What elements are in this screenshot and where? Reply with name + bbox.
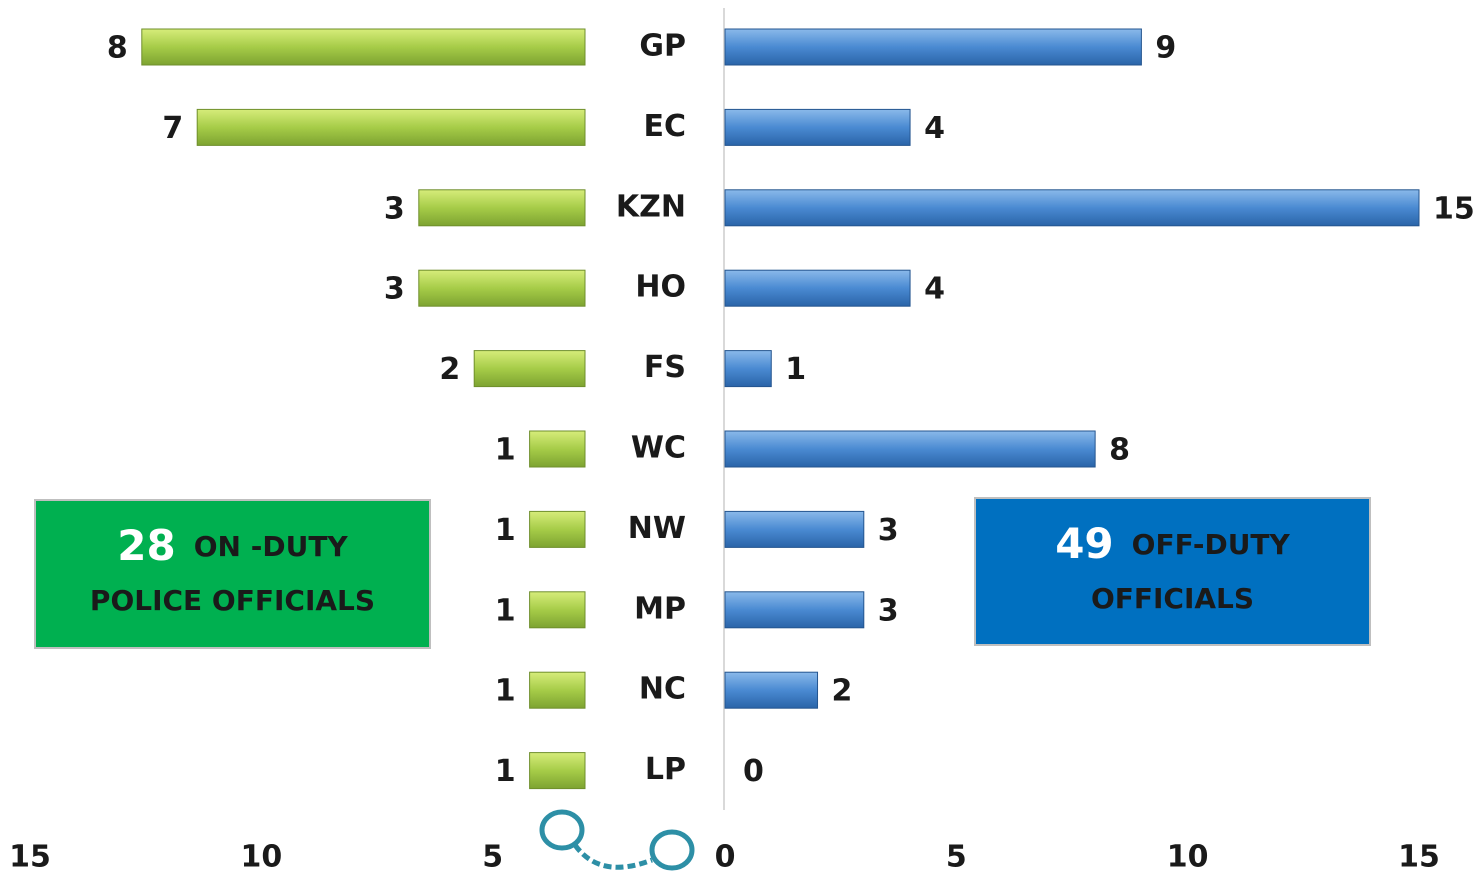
value-label: 9: [1155, 31, 1176, 66]
bar: [724, 671, 819, 709]
legend-box: [34, 499, 431, 649]
bar: [473, 350, 586, 388]
bar: [724, 108, 911, 146]
x-tick-label: 10: [240, 840, 282, 875]
category-label: HO: [635, 270, 686, 305]
bar: [529, 752, 586, 790]
x-tick-label: 15: [1398, 840, 1440, 875]
bar: [418, 189, 586, 227]
legend-label: ON -DUTY: [194, 530, 349, 563]
value-label: 1: [495, 754, 516, 789]
bar: [418, 269, 586, 307]
bar: [724, 28, 1142, 66]
bar: [141, 28, 586, 66]
value-label: 8: [107, 31, 128, 66]
legend-line: POLICE OFFICIALS: [90, 584, 375, 617]
value-label: 15: [1433, 191, 1473, 226]
value-label: 1: [785, 352, 806, 387]
value-label: 8: [1109, 433, 1130, 468]
bar: [529, 671, 586, 709]
category-label: MP: [634, 591, 686, 626]
value-label: 1: [495, 433, 516, 468]
category-label: GP: [639, 29, 686, 64]
category-label: WC: [631, 431, 686, 466]
value-label: 1: [495, 593, 516, 628]
category-label: FS: [644, 350, 686, 385]
bar: [724, 591, 865, 629]
legend-line: 49 OFF-DUTY: [1055, 519, 1290, 568]
bar: [724, 430, 1096, 468]
category-label: NW: [628, 511, 686, 546]
bar: [529, 430, 586, 468]
value-label: 3: [384, 272, 405, 307]
value-label: 3: [878, 513, 899, 548]
x-tick-label: 5: [946, 840, 967, 875]
category-label: KZN: [616, 189, 686, 224]
value-label: 2: [832, 674, 853, 709]
value-label: 4: [924, 272, 945, 307]
category-label: NC: [639, 672, 686, 707]
x-tick-label: 10: [1167, 840, 1209, 875]
legend-label: OFF-DUTY: [1132, 528, 1291, 561]
category-label: EC: [643, 109, 686, 144]
bar: [529, 591, 586, 629]
bar: [196, 108, 586, 146]
value-label: 1: [495, 513, 516, 548]
handcuffs-icon: [539, 809, 695, 871]
bar: [724, 269, 911, 307]
bar: [724, 510, 865, 548]
bar: [724, 189, 1420, 227]
value-label: 0: [743, 754, 764, 789]
bar: [529, 510, 586, 548]
value-label: 3: [878, 593, 899, 628]
category-label: LP: [645, 752, 686, 787]
value-label: 3: [384, 191, 405, 226]
value-label: 4: [924, 111, 945, 146]
legend-count: 49: [1055, 519, 1113, 568]
legend-line: 28 ON -DUTY: [117, 521, 348, 570]
legend-count: 28: [117, 521, 175, 570]
x-tick-label: 0: [715, 840, 736, 875]
bar: [724, 350, 772, 388]
value-label: 7: [162, 111, 183, 146]
legend-box: [974, 497, 1371, 646]
x-tick-label: 5: [482, 840, 503, 875]
legend-line: OFFICIALS: [1091, 582, 1254, 615]
value-label: 1: [495, 674, 516, 709]
x-tick-label: 15: [9, 840, 51, 875]
value-label: 2: [439, 352, 460, 387]
